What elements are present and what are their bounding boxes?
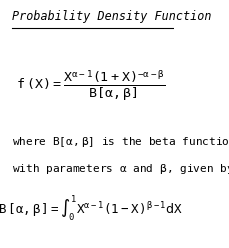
Text: $\mathtt{f\,(X) = \dfrac{X^{\alpha-1}(1+X)^{-\alpha-\beta}}{B[\alpha,\beta]}}$: $\mathtt{f\,(X) = \dfrac{X^{\alpha-1}(1+… [16,68,165,103]
Text: Probability Density Function: Probability Density Function [11,10,211,23]
Text: where $\mathtt{B[\alpha,\beta]}$ is the beta function: where $\mathtt{B[\alpha,\beta]}$ is the … [11,135,229,149]
Text: with parameters $\mathtt{\alpha}$ and $\mathtt{\beta}$, given by: with parameters $\mathtt{\alpha}$ and $\… [11,162,229,176]
Text: $\mathtt{B\,[\alpha,\beta] = \int_0^1 X^{\alpha-1}(1-X)^{\beta-1}\mathrm{d}X}$: $\mathtt{B\,[\alpha,\beta] = \int_0^1 X^… [0,193,183,223]
